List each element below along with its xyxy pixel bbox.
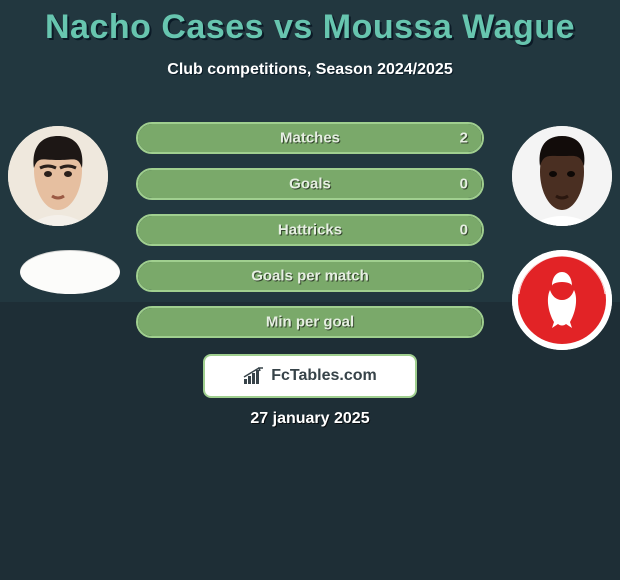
stat-bar-goals: Goals 0 [136,168,484,200]
brand-pill: FcTables.com [203,354,417,398]
stat-value: 2 [460,130,468,147]
team-right-badge [512,250,612,350]
player-left-face-icon [8,126,108,226]
team-right-crest-icon [512,250,612,350]
stats-list: Matches 2 Goals 0 Hattricks 0 Goals per … [136,122,484,338]
page-title: Nacho Cases vs Moussa Wague [0,0,620,47]
date: 27 january 2025 [250,410,369,428]
team-left-badge [20,250,120,294]
stat-label: Min per goal [266,314,354,331]
brand-text: FcTables.com [271,367,377,385]
stat-bar-hattricks: Hattricks 0 [136,214,484,246]
stat-label: Goals [289,176,331,193]
stat-label: Hattricks [278,222,342,239]
player-left-avatar [8,126,108,226]
stat-value: 0 [460,176,468,193]
stat-value: 0 [460,222,468,239]
player-right-avatar [512,126,612,226]
brand-logo-icon [243,367,265,385]
stat-label: Matches [280,130,340,147]
stat-bar-matches: Matches 2 [136,122,484,154]
stat-label: Goals per match [251,268,369,285]
player-right-face-icon [512,126,612,226]
stat-bar-goals-per-match: Goals per match [136,260,484,292]
subtitle: Club competitions, Season 2024/2025 [0,61,620,79]
stat-bar-min-per-goal: Min per goal [136,306,484,338]
content: Nacho Cases vs Moussa Wague Club competi… [0,0,620,580]
